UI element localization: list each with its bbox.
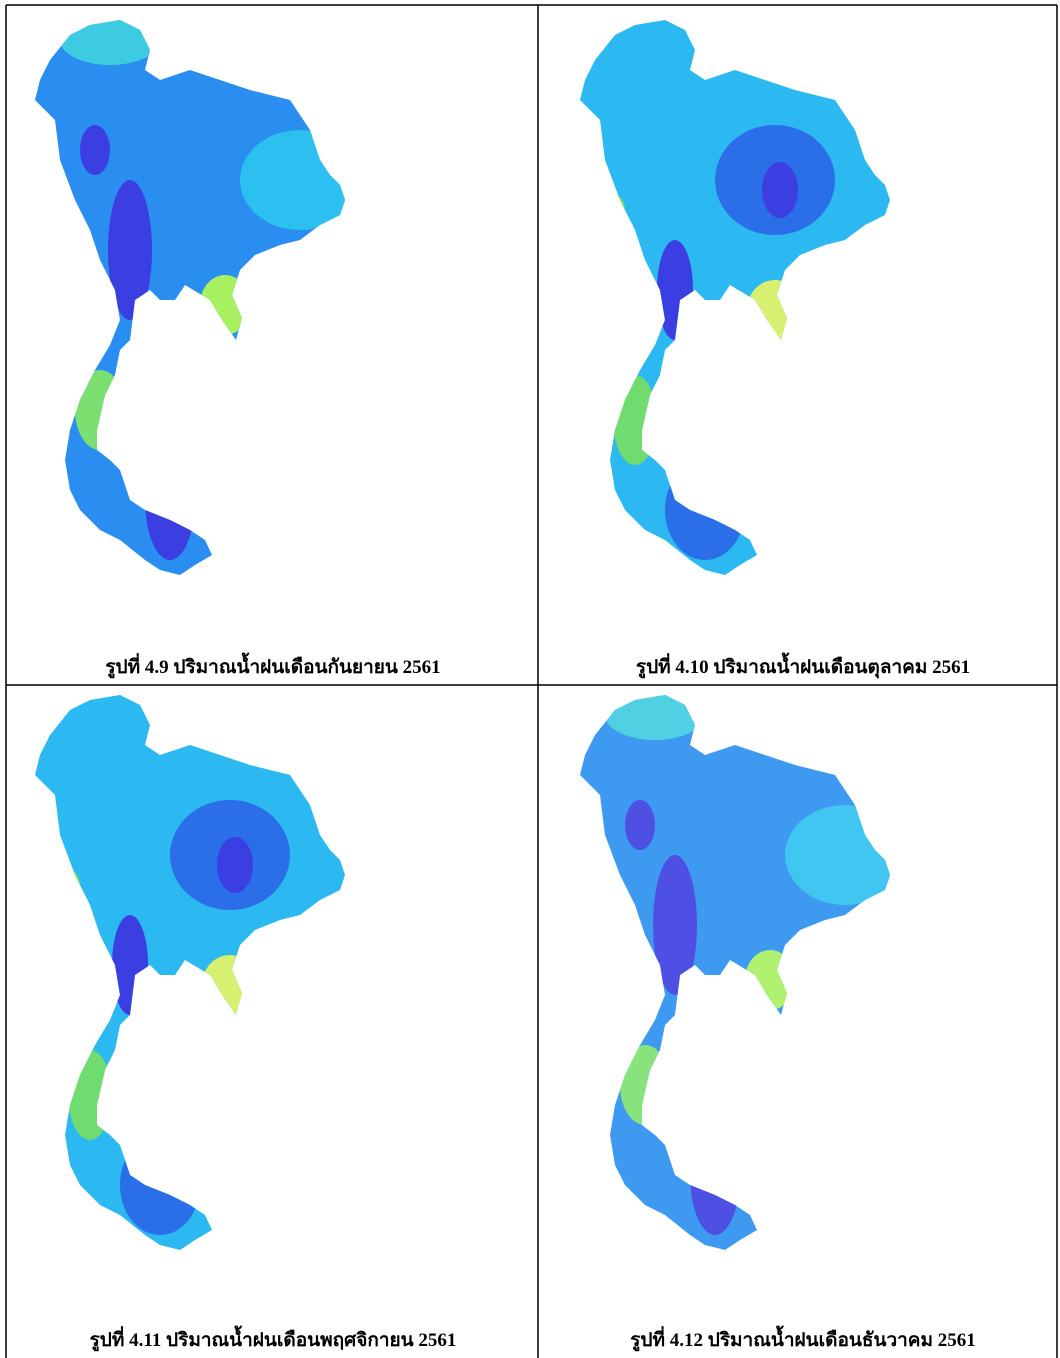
rainfall-map [35, 15, 360, 575]
rainfall-map [580, 20, 890, 575]
page: รูปที่ 4.9 ปริมาณน้ำฝนเดือนกันยายน 2561 … [0, 0, 1060, 1358]
caption: รูปที่ 4.10 ปริมาณน้ำฝนเดือนตุลาคม 2561 [538, 652, 1060, 682]
caption: รูปที่ 4.9 ปริมาณน้ำฝนเดือนกันยายน 2561 [8, 652, 538, 682]
rainfall-map [580, 690, 905, 1250]
rainfall-map [35, 695, 345, 1250]
caption: รูปที่ 4.11 ปริมาณน้ำฝนเดือนพฤศจิกายน 25… [8, 1325, 538, 1355]
caption: รูปที่ 4.12 ปริมาณน้ำฝนเดือนธันวาคม 2561 [538, 1325, 1060, 1355]
